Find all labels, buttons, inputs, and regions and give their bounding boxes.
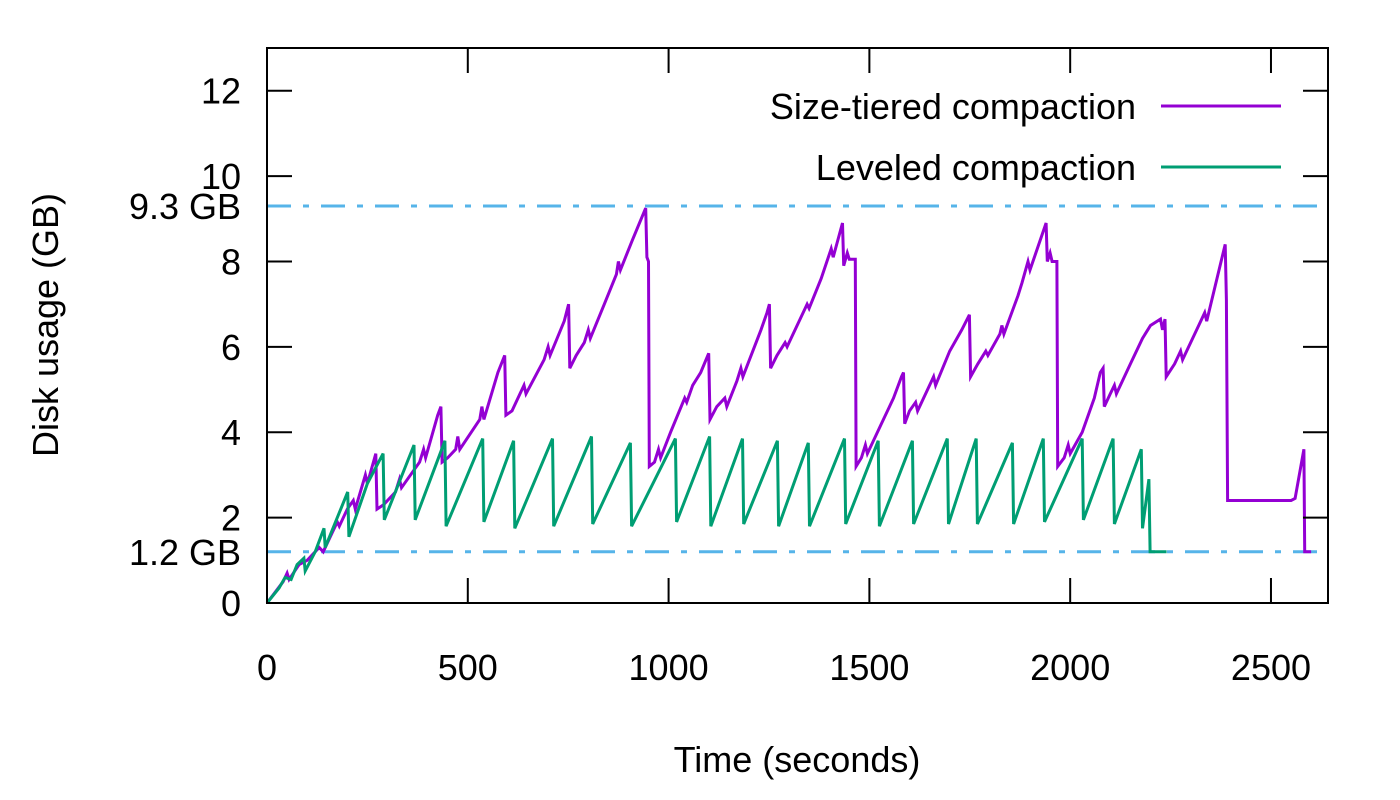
y-tick-label: 4 [221,412,241,453]
reference-line-label: 9.3 GB [129,186,241,227]
x-tick-label: 0 [257,647,277,688]
reference-line-label: 1.2 GB [129,532,241,573]
y-tick-label: 12 [201,71,241,112]
y-tick-label: 8 [221,241,241,282]
y-tick-label: 6 [221,327,241,368]
legend-entry: Size-tiered compaction [770,86,1281,127]
x-tick-label: 2000 [1030,647,1110,688]
x-axis-title: Time (seconds) [674,739,921,780]
legend-entry: Leveled compaction [816,147,1281,188]
legend-label: Size-tiered compaction [770,86,1136,127]
plot-frame [266,47,1329,604]
legend-label: Leveled compaction [816,147,1136,188]
y-tick-label: 10 [201,156,241,197]
y-tick-label: 2 [221,498,241,539]
x-tick-label: 1000 [629,647,709,688]
series-line-size-tiered [265,207,1312,604]
y-tick-label: 0 [221,583,241,624]
x-tick-label: 500 [438,647,498,688]
series-line-leveled [265,435,1167,604]
x-tick-label: 1500 [829,647,909,688]
x-tick-label: 2500 [1231,647,1311,688]
y-axis-title: Disk usage (GB) [25,193,66,457]
